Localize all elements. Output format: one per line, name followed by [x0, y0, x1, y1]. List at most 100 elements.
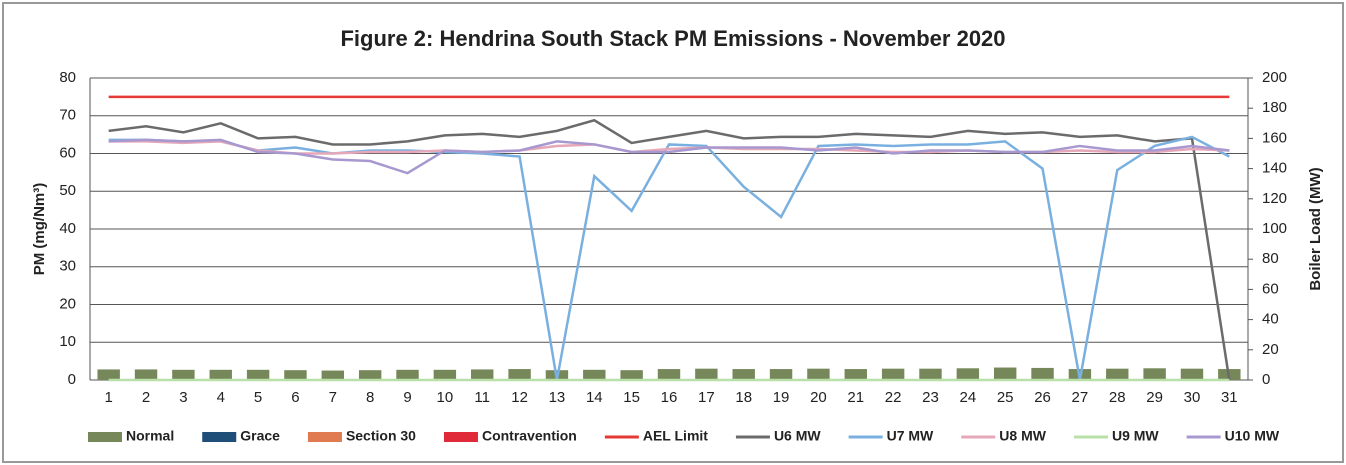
x-tick-label: 5	[254, 389, 262, 406]
line-series	[108, 138, 1230, 175]
x-tick-label: 21	[847, 389, 864, 406]
x-tick-label: 22	[885, 389, 902, 406]
bar	[97, 369, 120, 380]
y2-tick-label: 160	[1262, 129, 1287, 146]
x-tick-label: 26	[1034, 389, 1051, 406]
x-tick-label: 14	[586, 389, 603, 406]
bar	[657, 369, 681, 380]
x-tick-label: 10	[437, 389, 454, 406]
y2-tick-label: 0	[1262, 371, 1270, 388]
y-tick-label: 30	[59, 258, 76, 275]
bar	[508, 369, 531, 380]
y-tick-label: 20	[59, 295, 76, 312]
bar	[321, 370, 345, 380]
x-tick-label: 20	[810, 389, 827, 406]
bar	[172, 369, 195, 380]
y2-tick-label: 180	[1262, 99, 1287, 116]
legend-label: U9 MW	[1112, 428, 1159, 444]
bar	[358, 370, 382, 380]
legend-swatch	[307, 432, 342, 442]
legend-label: U10 MW	[1225, 428, 1280, 444]
bar	[433, 369, 457, 380]
x-tick-label: 8	[366, 389, 374, 406]
legend-swatch	[88, 432, 122, 442]
legend-label: Contravention	[482, 428, 577, 444]
y2-tick-label: 60	[1262, 280, 1279, 297]
legend-label: U6 MW	[774, 428, 821, 444]
x-tick-label: 11	[474, 389, 490, 406]
bar	[732, 369, 755, 380]
x-tick-label: 3	[179, 389, 187, 406]
x-tick-label: 25	[997, 389, 1014, 406]
x-tick-label: 12	[511, 389, 528, 406]
legend-label: Normal	[126, 428, 174, 444]
bar	[246, 369, 270, 380]
y2-tick-label: 40	[1262, 311, 1279, 328]
x-tick-label: 4	[217, 389, 225, 406]
y-tick-label: 50	[59, 182, 76, 199]
bar	[1180, 368, 1204, 380]
bar	[284, 370, 307, 380]
bar	[881, 368, 905, 380]
x-tick-label: 9	[403, 389, 411, 406]
x-tick-label: 27	[1072, 389, 1089, 406]
x-tick-label: 1	[105, 389, 113, 406]
legend-label: U8 MW	[999, 428, 1046, 444]
y-tick-label: 10	[59, 333, 76, 350]
x-tick-label: 18	[735, 389, 752, 406]
x-tick-label: 6	[291, 389, 299, 406]
legend-label: Grace	[240, 428, 280, 444]
x-tick-label: 7	[329, 389, 337, 406]
x-tick-label: 23	[922, 389, 939, 406]
x-tick-label: 30	[1184, 389, 1201, 406]
y2-tick-label: 200	[1262, 69, 1287, 86]
bar	[844, 369, 867, 380]
y2-tick-label: 100	[1262, 220, 1287, 237]
y-axis-title: PM (mg/Nm³)	[31, 183, 48, 276]
bar	[396, 369, 419, 380]
y2-tick-label: 80	[1262, 250, 1279, 267]
line-series	[108, 118, 1231, 381]
y2-axis-title: Boiler Load (MW)	[1307, 167, 1324, 290]
bar	[1143, 368, 1166, 380]
bar	[209, 369, 232, 380]
bar	[134, 369, 158, 380]
y2-tick-label: 120	[1262, 190, 1287, 207]
x-tick-label: 29	[1146, 389, 1163, 406]
y-tick-label: 40	[59, 220, 76, 237]
x-tick-label: 13	[549, 389, 566, 406]
x-tick-label: 28	[1109, 389, 1126, 406]
legend-label: U7 MW	[887, 428, 934, 444]
y2-tick-label: 20	[1262, 341, 1279, 358]
bar	[769, 369, 793, 380]
x-tick-label: 2	[142, 389, 150, 406]
bar	[1106, 368, 1129, 380]
x-tick-label: 16	[661, 389, 678, 406]
x-tick-label: 19	[773, 389, 790, 406]
y-tick-label: 60	[59, 144, 76, 161]
y-tick-label: 70	[59, 107, 76, 124]
bar	[471, 369, 494, 380]
y2-tick-label: 140	[1262, 160, 1287, 177]
x-tick-label: 31	[1221, 389, 1238, 406]
y-tick-label: 80	[59, 69, 76, 86]
x-tick-label: 24	[959, 389, 976, 406]
y-tick-label: 0	[68, 371, 76, 388]
bar	[1031, 367, 1054, 380]
x-tick-label: 17	[698, 389, 715, 406]
legend-swatch	[202, 432, 237, 442]
chart-title: Figure 2: Hendrina South Stack PM Emissi…	[340, 26, 1005, 51]
legend-swatch	[443, 432, 478, 442]
legend-label: Section 30	[346, 428, 416, 444]
bar	[956, 368, 980, 380]
bar	[583, 369, 606, 380]
bar	[807, 368, 830, 380]
bar	[695, 368, 718, 380]
x-tick-label: 15	[623, 389, 640, 406]
bar	[620, 370, 643, 380]
bar	[993, 367, 1017, 380]
legend: Normal Grace Section 30 Contravention AEL Li…	[88, 428, 1280, 444]
line-series	[108, 135, 1230, 381]
